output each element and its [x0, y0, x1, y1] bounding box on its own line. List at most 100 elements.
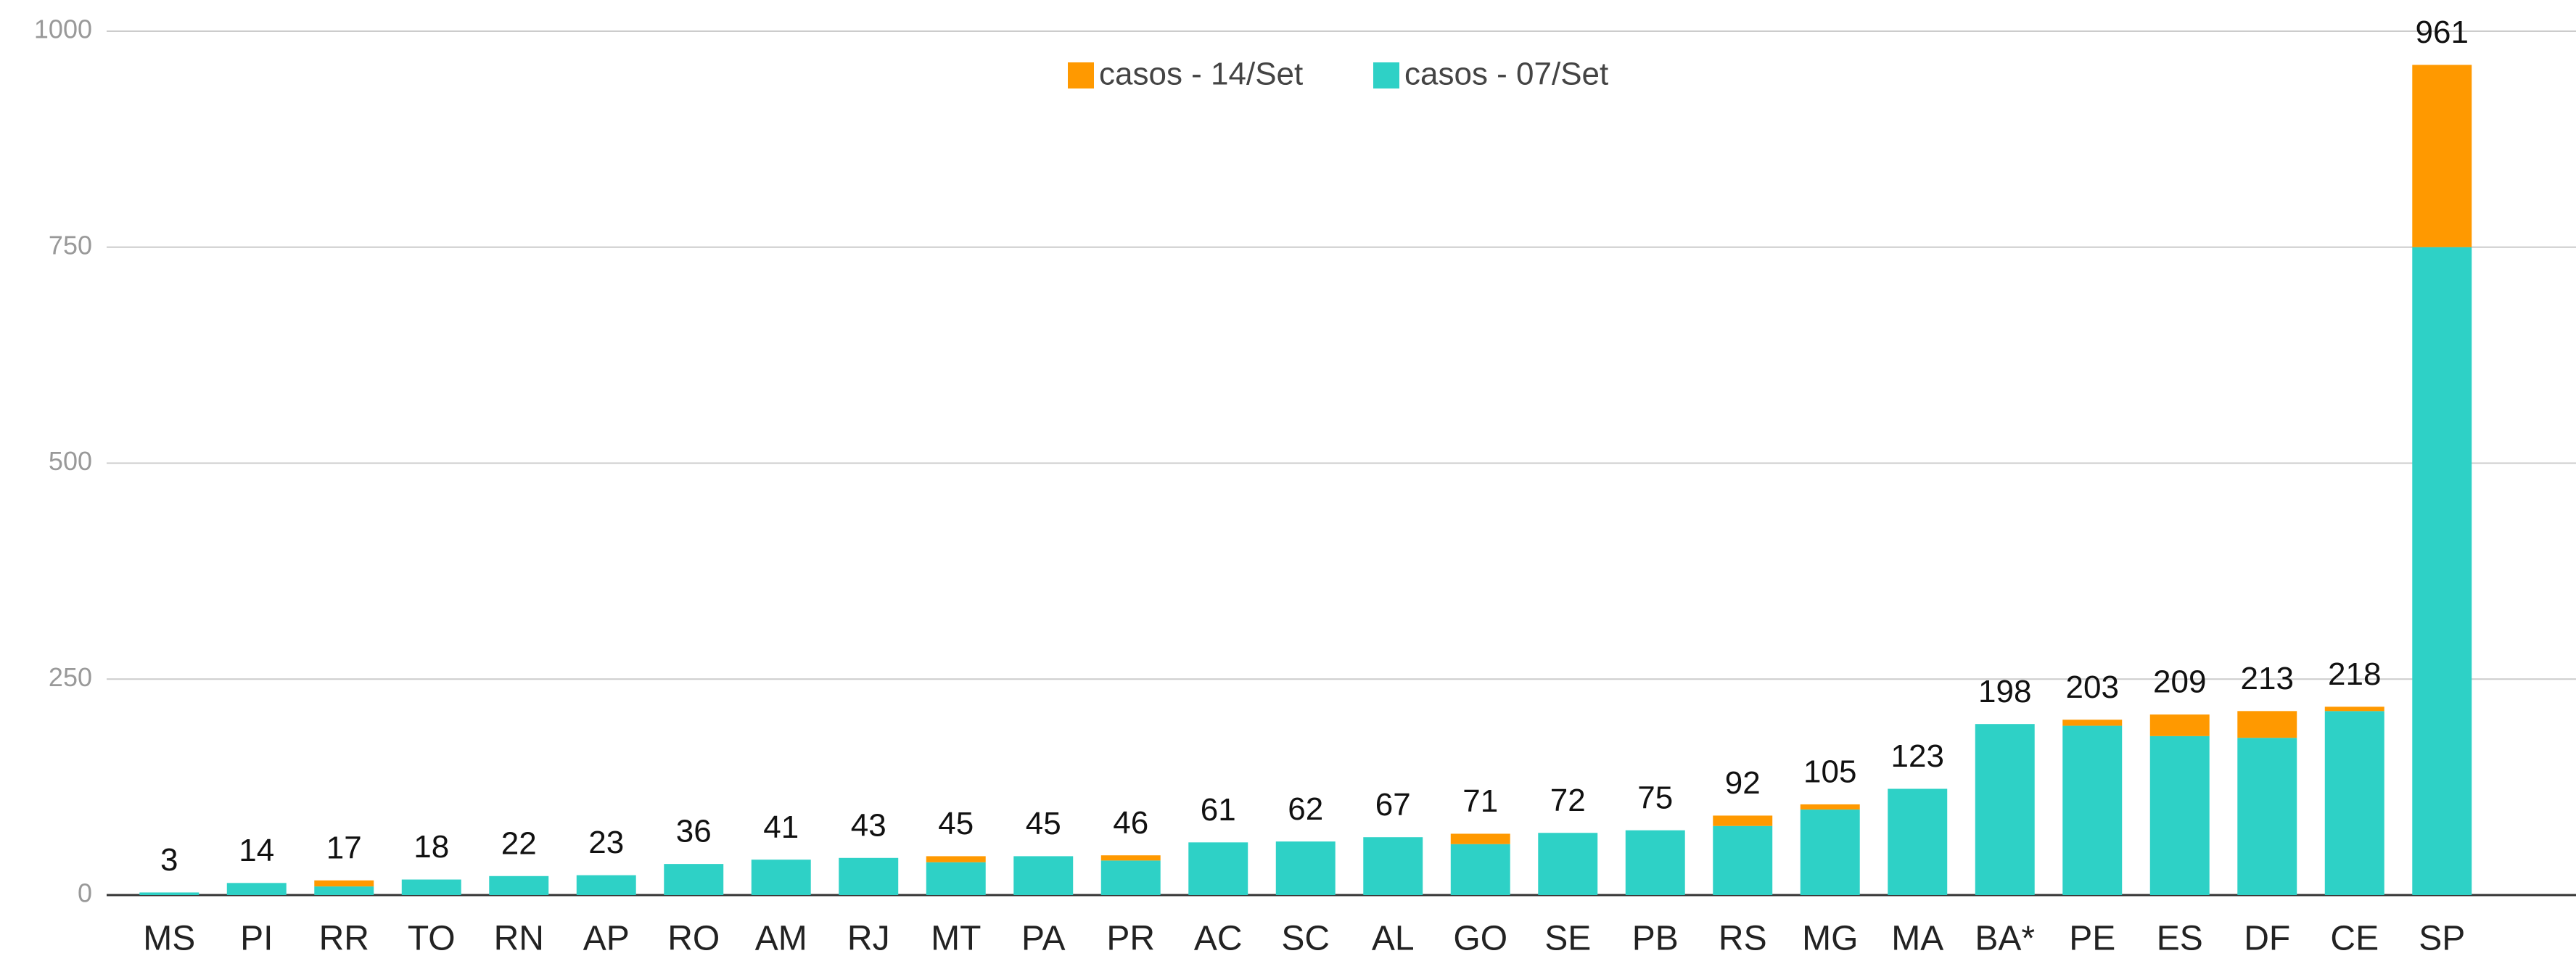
value-label: 3 — [160, 842, 178, 878]
y-tick-label: 0 — [78, 878, 92, 908]
value-label: 75 — [1637, 780, 1673, 815]
bar-segment — [1888, 788, 1948, 895]
bar-segment — [1275, 841, 1336, 895]
x-tick-label: DF — [2244, 920, 2290, 956]
value-label: 71 — [1462, 783, 1498, 819]
bar-segment — [1800, 809, 1860, 895]
bar-segment — [1450, 844, 1510, 895]
value-label: 123 — [1891, 738, 1944, 774]
bar-segment — [1363, 837, 1423, 895]
value-label: 92 — [1725, 765, 1761, 801]
bar-segment — [1100, 860, 1161, 895]
bar-segment — [2412, 247, 2472, 895]
bar-segment — [751, 860, 811, 895]
y-tick-label: 250 — [49, 662, 92, 692]
x-tick-label: SP — [2419, 920, 2465, 956]
value-label: 17 — [326, 830, 362, 865]
bar-segment — [926, 856, 986, 862]
x-tick-label: MA — [1891, 920, 1943, 956]
x-tick-label: AM — [755, 920, 807, 956]
bar-segment — [226, 883, 287, 895]
value-label: 45 — [1026, 806, 1061, 841]
value-label: 18 — [413, 829, 449, 865]
value-label: 218 — [2328, 656, 2381, 692]
x-tick-label: PE — [2069, 920, 2115, 956]
y-tick-label: 1000 — [34, 15, 92, 44]
x-tick-label: AL — [1372, 920, 1415, 956]
value-label: 61 — [1201, 792, 1236, 828]
x-tick-label: ES — [2157, 920, 2203, 956]
x-tick-label: MT — [931, 920, 981, 956]
value-label: 72 — [1550, 783, 1586, 818]
bar-segment — [1450, 833, 1510, 844]
bar-segment — [1013, 856, 1074, 895]
bar-segment — [314, 880, 374, 887]
legend-label: casos - 07/Set — [1404, 57, 1608, 92]
x-tick-label: TO — [408, 920, 456, 956]
value-label: 43 — [851, 807, 886, 843]
x-tick-label: GO — [1453, 920, 1507, 956]
bar-segment — [2149, 735, 2210, 895]
value-label: 209 — [2153, 664, 2206, 700]
bar-segment — [2237, 738, 2297, 895]
x-tick-label: AP — [583, 920, 630, 956]
x-tick-label: SE — [1544, 920, 1591, 956]
value-label: 14 — [239, 833, 274, 868]
value-label: 45 — [938, 806, 974, 841]
bar-segment — [1713, 815, 1773, 826]
bar-segment — [1538, 833, 1598, 895]
value-label: 203 — [2066, 669, 2119, 705]
x-tick-label: RJ — [847, 920, 890, 956]
x-tick-label: PI — [240, 920, 273, 956]
x-tick-label: PA — [1021, 920, 1065, 956]
bar-segment — [839, 857, 899, 895]
legend-swatch — [1068, 62, 1094, 88]
x-tick-label: BA* — [1975, 920, 2035, 956]
bar-segment — [489, 875, 549, 895]
bar-segment — [139, 892, 199, 895]
value-label: 67 — [1375, 787, 1411, 823]
x-tick-label: CE — [2330, 920, 2379, 956]
x-tick-label: RR — [319, 920, 369, 956]
bar-segment — [1975, 724, 2035, 895]
bar-segment — [1625, 830, 1685, 895]
bar-segment — [576, 875, 636, 895]
bar-segment — [2412, 65, 2472, 247]
bar-segment — [2062, 725, 2123, 895]
value-label: 36 — [676, 814, 712, 849]
x-tick-label: PR — [1106, 920, 1155, 956]
x-tick-label: AC — [1194, 920, 1243, 956]
x-tick-label: RO — [667, 920, 720, 956]
value-label: 23 — [588, 825, 624, 860]
x-tick-label: RS — [1719, 920, 1767, 956]
bar-segment — [2324, 711, 2384, 895]
value-label: 46 — [1113, 805, 1148, 841]
bar-segment — [2237, 711, 2297, 738]
value-label: 961 — [2416, 15, 2469, 50]
bar-segment — [1800, 804, 1860, 810]
bar-segment — [2324, 706, 2384, 712]
x-tick-label: SC — [1281, 920, 1330, 956]
legend-label: casos - 14/Set — [1099, 57, 1303, 92]
bar-segment — [314, 886, 374, 895]
y-tick-label: 750 — [49, 230, 92, 260]
bar-segment — [664, 864, 724, 895]
value-label: 198 — [1978, 674, 2031, 709]
bar-segment — [2062, 720, 2123, 726]
value-label: 62 — [1288, 791, 1323, 827]
x-tick-label: MS — [143, 920, 195, 956]
bar-segment — [1188, 842, 1248, 895]
y-tick-label: 500 — [49, 446, 92, 476]
bar-segment — [401, 879, 461, 895]
value-label: 41 — [763, 809, 799, 845]
x-tick-label: MG — [1802, 920, 1858, 956]
bar-segment — [2149, 714, 2210, 736]
legend-swatch — [1373, 62, 1399, 88]
x-tick-label: RN — [494, 920, 544, 956]
bar-segment — [926, 862, 986, 895]
bar-segment — [1713, 825, 1773, 895]
x-tick-label: PB — [1632, 920, 1679, 956]
value-label: 213 — [2241, 661, 2294, 696]
